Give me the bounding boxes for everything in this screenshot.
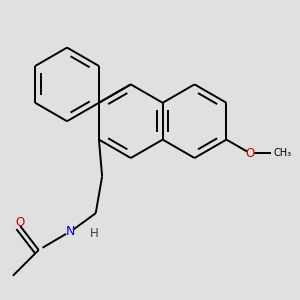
Text: H: H: [89, 227, 98, 240]
Text: N: N: [65, 225, 75, 238]
Text: O: O: [16, 216, 25, 229]
Text: CH₃: CH₃: [273, 148, 291, 158]
Text: O: O: [246, 147, 255, 160]
